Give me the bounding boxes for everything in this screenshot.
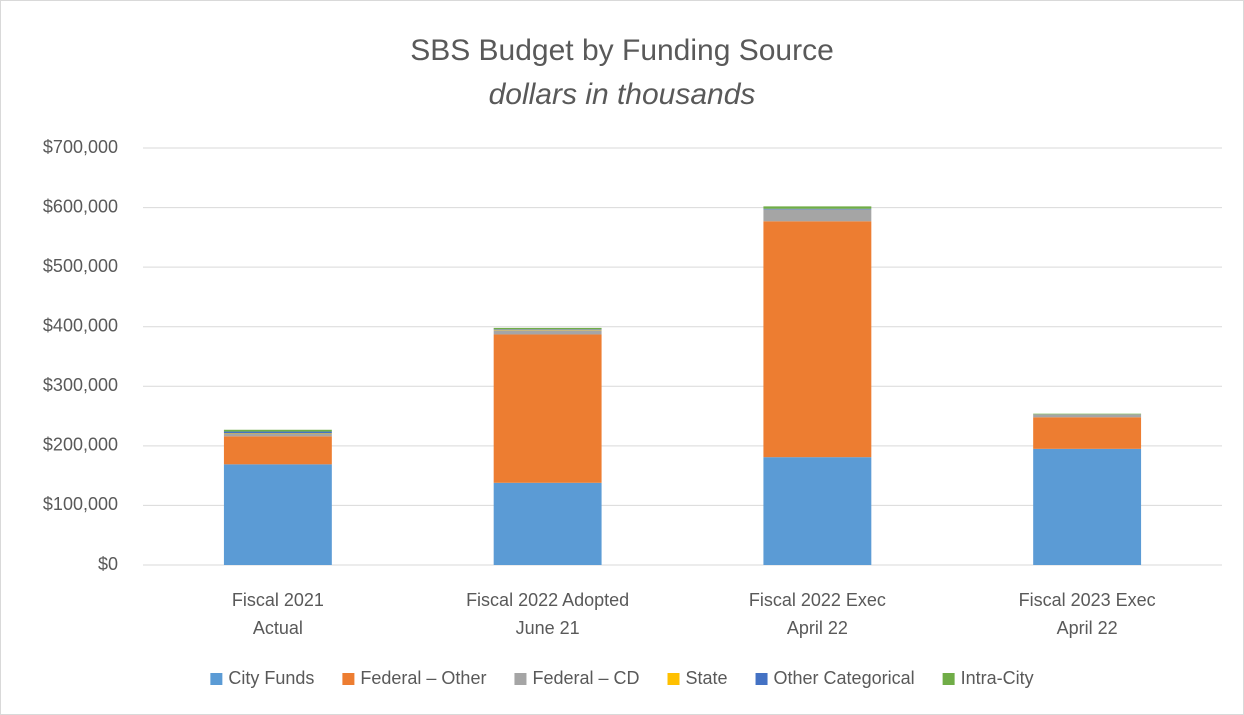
bar-segment — [1033, 448, 1142, 565]
x-tick-label: Fiscal 2021 Actual — [231, 590, 324, 638]
bar-segment — [763, 206, 872, 209]
y-tick-label: $500,000 — [43, 256, 118, 276]
legend-swatch — [667, 673, 680, 685]
x-tick-label: Fiscal 2023 Exec April 22 — [1018, 590, 1156, 638]
bar-segment — [493, 327, 602, 330]
chart-subtitle: dollars in thousands — [489, 78, 756, 111]
bar-segment — [763, 221, 872, 458]
y-tick-label: $100,000 — [43, 494, 118, 514]
legend-label: Federal – Other — [360, 668, 486, 688]
y-tick-label: $300,000 — [43, 375, 118, 395]
legend-label: City Funds — [228, 668, 314, 688]
bar-segment — [1033, 413, 1142, 415]
legend-swatch — [514, 673, 527, 685]
bar-segment — [1033, 414, 1142, 418]
bar-segment — [493, 330, 602, 335]
legend-swatch — [210, 673, 223, 685]
legend-swatch — [942, 673, 955, 685]
y-tick-label: $700,000 — [43, 137, 118, 157]
y-tick-label: $200,000 — [43, 435, 118, 455]
legend-label: Federal – CD — [532, 668, 639, 688]
bar-segment — [223, 464, 332, 565]
bar-segment — [763, 209, 872, 222]
x-tick-label: Fiscal 2022 Exec April 22 — [748, 590, 886, 638]
bar-segment — [763, 457, 872, 565]
bar-segment — [1033, 417, 1142, 449]
y-tick-label: $0 — [98, 554, 118, 574]
bar-segment — [223, 436, 332, 465]
bar-segment — [223, 433, 332, 437]
legend-label: Intra-City — [961, 668, 1034, 688]
legend-swatch — [755, 673, 768, 685]
bar-segment — [223, 429, 332, 432]
bar-segment — [493, 482, 602, 565]
y-tick-label: $600,000 — [43, 196, 118, 216]
bar-segment — [493, 329, 602, 330]
chart-title: SBS Budget by Funding Source — [410, 34, 834, 67]
bar-segment — [493, 334, 602, 483]
bar-segment — [493, 329, 602, 331]
x-tick-label: Fiscal 2022 Adopted June 21 — [466, 590, 630, 638]
legend-swatch — [342, 673, 355, 685]
bar-segment — [223, 433, 332, 434]
legend-label: State — [686, 668, 728, 688]
bar-segment — [763, 208, 872, 210]
bar-segment — [223, 431, 332, 434]
legend-label: Other Categorical — [774, 668, 915, 688]
y-tick-label: $400,000 — [43, 315, 118, 335]
